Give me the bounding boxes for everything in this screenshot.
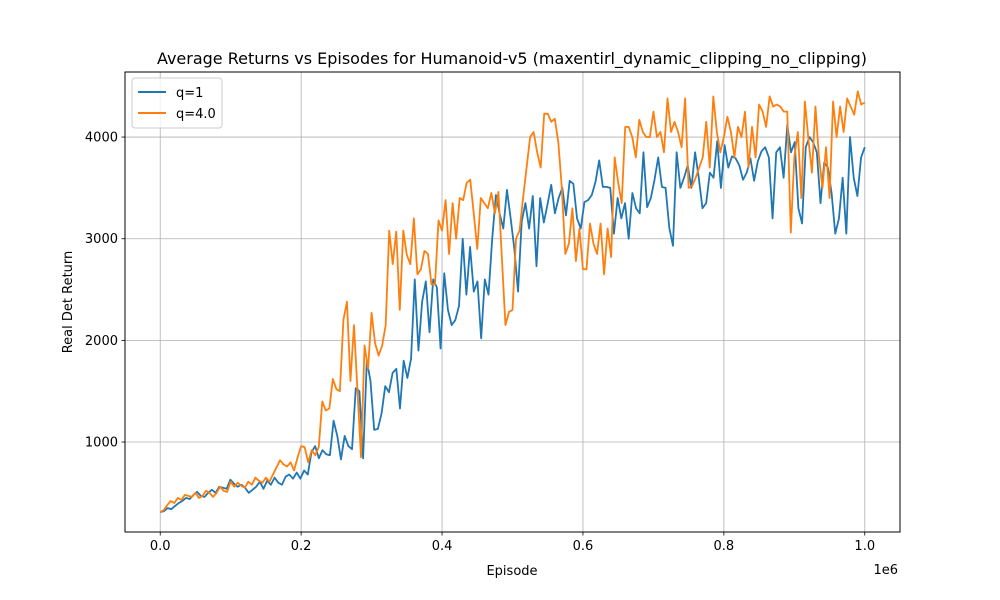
y-tick-label: 4000 — [85, 131, 118, 146]
x-tick-label: 0.2 — [291, 539, 312, 554]
plot-area-frame — [124, 71, 901, 533]
x-tick-label: 0.6 — [573, 539, 594, 554]
chart-title: Average Returns vs Episodes for Humanoid… — [157, 49, 867, 69]
y-axis-label: Real Det Return — [61, 251, 76, 354]
legend: q=1 q=4.0 — [131, 77, 223, 129]
x-tick-label: 1.0 — [854, 539, 875, 554]
x-axis-label: Episode — [486, 564, 537, 579]
x-tick-label: 0.0 — [150, 539, 171, 554]
y-tick-label: 1000 — [85, 436, 118, 451]
legend-box — [131, 77, 223, 129]
x-axis-offset-label: 1e6 — [873, 563, 898, 578]
y-tick-label: 3000 — [85, 232, 118, 247]
x-tick-label: 0.8 — [714, 539, 735, 554]
y-tick-label: 2000 — [85, 334, 118, 349]
series-line-q4 — [159, 90, 866, 513]
axis-ticks: 0.0 0.2 0.4 0.6 0.8 1.0 1000 2000 3000 4000 — [85, 131, 875, 554]
x-tick-label: 0.4 — [432, 539, 453, 554]
legend-label-q1: q=1 — [176, 86, 203, 101]
legend-label-q4: q=4.0 — [176, 107, 216, 122]
series-line-q1 — [159, 123, 866, 514]
series-lines — [159, 90, 866, 514]
